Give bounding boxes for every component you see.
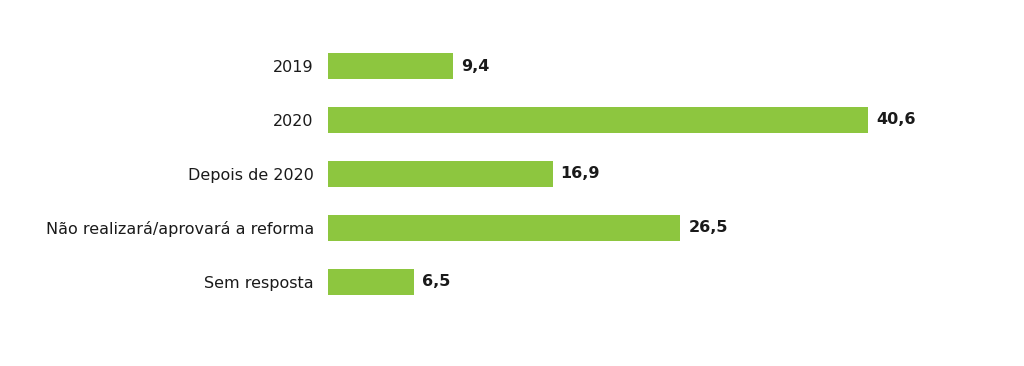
Text: 26,5: 26,5 [688,220,728,235]
Bar [328,269,414,295]
Bar [328,53,453,79]
Bar [328,215,680,241]
Text: 40,6: 40,6 [877,112,915,127]
Bar [328,107,868,133]
Bar [328,161,553,187]
Text: 6,5: 6,5 [422,274,451,289]
Text: 9,4: 9,4 [461,59,489,74]
Text: 16,9: 16,9 [561,167,600,181]
